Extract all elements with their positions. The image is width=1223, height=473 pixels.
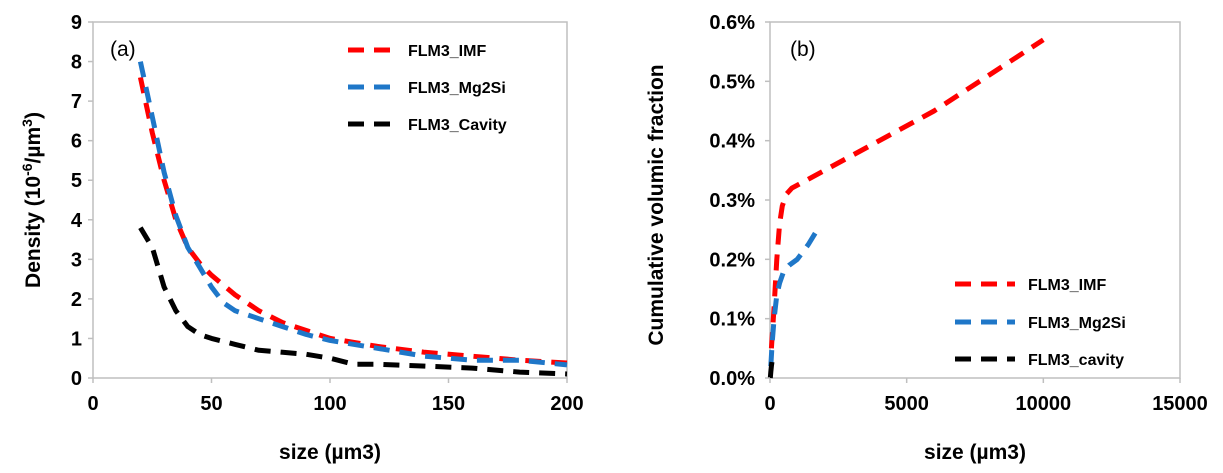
chart-a-ylabel-suffix: ) — [22, 112, 45, 119]
chart-b-legend-label-cavity: FLM3_cavity — [1028, 352, 1124, 369]
chart-b-y-tick-label: 0.1% — [709, 309, 755, 331]
chart-a-x-tick-label: 50 — [200, 393, 222, 415]
chart-b-x-tick-label: 0 — [764, 393, 775, 415]
chart-a-y-tick-label: 3 — [71, 249, 82, 271]
chart-a-ylabel-mid: /µm — [22, 127, 45, 164]
chart-b-series-cavity-line — [767, 359, 775, 379]
chart-b-legend: FLM3_IMF FLM3_Mg2Si FLM3_cavity — [955, 277, 1126, 369]
chart-a-y-tick-label: 7 — [71, 91, 82, 113]
chart-b-y-tick-label: 0.4% — [709, 131, 755, 153]
chart-a-y-tick-label: 1 — [71, 328, 82, 350]
chart-a-series-mg2si-line — [137, 61, 568, 368]
chart-a-y-tick-label: 2 — [71, 289, 82, 311]
chart-b-y-tick-label: 0.3% — [709, 190, 755, 212]
chart-b-y-ticks: 0.0% 0.1% 0.2% 0.3% 0.4% 0.5% 0.6% — [709, 12, 770, 390]
chart-b-x-axis-title: size (µm3) — [924, 441, 1026, 464]
chart-a-y-tick-label: 0 — [71, 368, 82, 390]
chart-b-x-tick-label: 5000 — [884, 393, 929, 415]
chart-b: 0 5000 10000 15000 0.0% 0.1% 0.2% 0.3% 0.4% 0.5%… — [645, 12, 1208, 464]
chart-b-x-tick-label: 10000 — [1016, 393, 1072, 415]
chart-a-series-cavity-line — [138, 226, 568, 377]
chart-a-y-tick-label: 8 — [71, 52, 82, 74]
chart-a-legend-label-imf: FLM3_IMF — [408, 43, 486, 60]
chart-a-ylabel-exp1: -6 — [19, 163, 35, 176]
chart-b-y-tick-label: 0.5% — [709, 71, 755, 93]
chart-b-y-tick-label: 0.2% — [709, 249, 755, 271]
chart-a-ylabel-exp2: 3 — [19, 119, 35, 127]
chart-a-x-ticks: 0 50 100 150 200 — [87, 378, 584, 415]
chart-b-y-tick-label: 0.6% — [709, 12, 755, 34]
chart-a-series-group — [137, 61, 568, 377]
chart-a-legend: FLM3_IMF FLM3_Mg2Si FLM3_Cavity — [348, 43, 507, 134]
chart-a-y-tick-label: 6 — [71, 131, 82, 153]
chart-a-y-axis-title: Density (10-6/µm3) — [19, 112, 45, 288]
chart-a: 0 50 100 150 200 0 1 2 3 4 5 6 7 8 9 (a) FLM3_IMF FLM… — [19, 12, 584, 464]
chart-a-y-tick-label: 5 — [71, 170, 82, 192]
chart-b-series-imf-line — [768, 37, 1045, 349]
chart-b-x-tick-label: 15000 — [1152, 393, 1208, 415]
chart-a-ylabel-prefix: Density (10 — [22, 176, 45, 288]
chart-a-legend-label-mg2si: FLM3_Mg2Si — [408, 80, 506, 97]
chart-a-plot-area — [92, 21, 568, 379]
chart-b-panel-label: (b) — [790, 38, 816, 61]
chart-b-y-axis-title: Cumulative volumic fraction — [645, 64, 668, 345]
chart-a-x-tick-label: 100 — [313, 393, 346, 415]
chart-b-x-ticks: 0 5000 10000 15000 — [764, 378, 1208, 415]
chart-a-x-tick-label: 150 — [432, 393, 465, 415]
chart-a-x-tick-label: 0 — [87, 393, 98, 415]
chart-b-legend-label-mg2si: FLM3_Mg2Si — [1028, 315, 1126, 332]
chart-b-series-group — [767, 37, 1045, 379]
chart-a-x-axis-title: size (µm3) — [279, 441, 381, 464]
chart-a-series-imf-line — [137, 76, 568, 366]
chart-b-y-tick-label: 0.0% — [709, 368, 755, 390]
chart-a-y-tick-label: 9 — [71, 12, 82, 34]
chart-a-panel-label: (a) — [110, 38, 136, 61]
chart-a-y-tick-label: 4 — [71, 210, 83, 232]
chart-a-y-ticks: 0 1 2 3 4 5 6 7 8 9 — [71, 12, 93, 390]
chart-b-legend-label-imf: FLM3_IMF — [1028, 277, 1106, 294]
chart-b-series-mg2si-line — [768, 225, 822, 367]
chart-a-x-tick-label: 200 — [550, 393, 583, 415]
chart-a-legend-label-cavity: FLM3_Cavity — [408, 117, 507, 134]
